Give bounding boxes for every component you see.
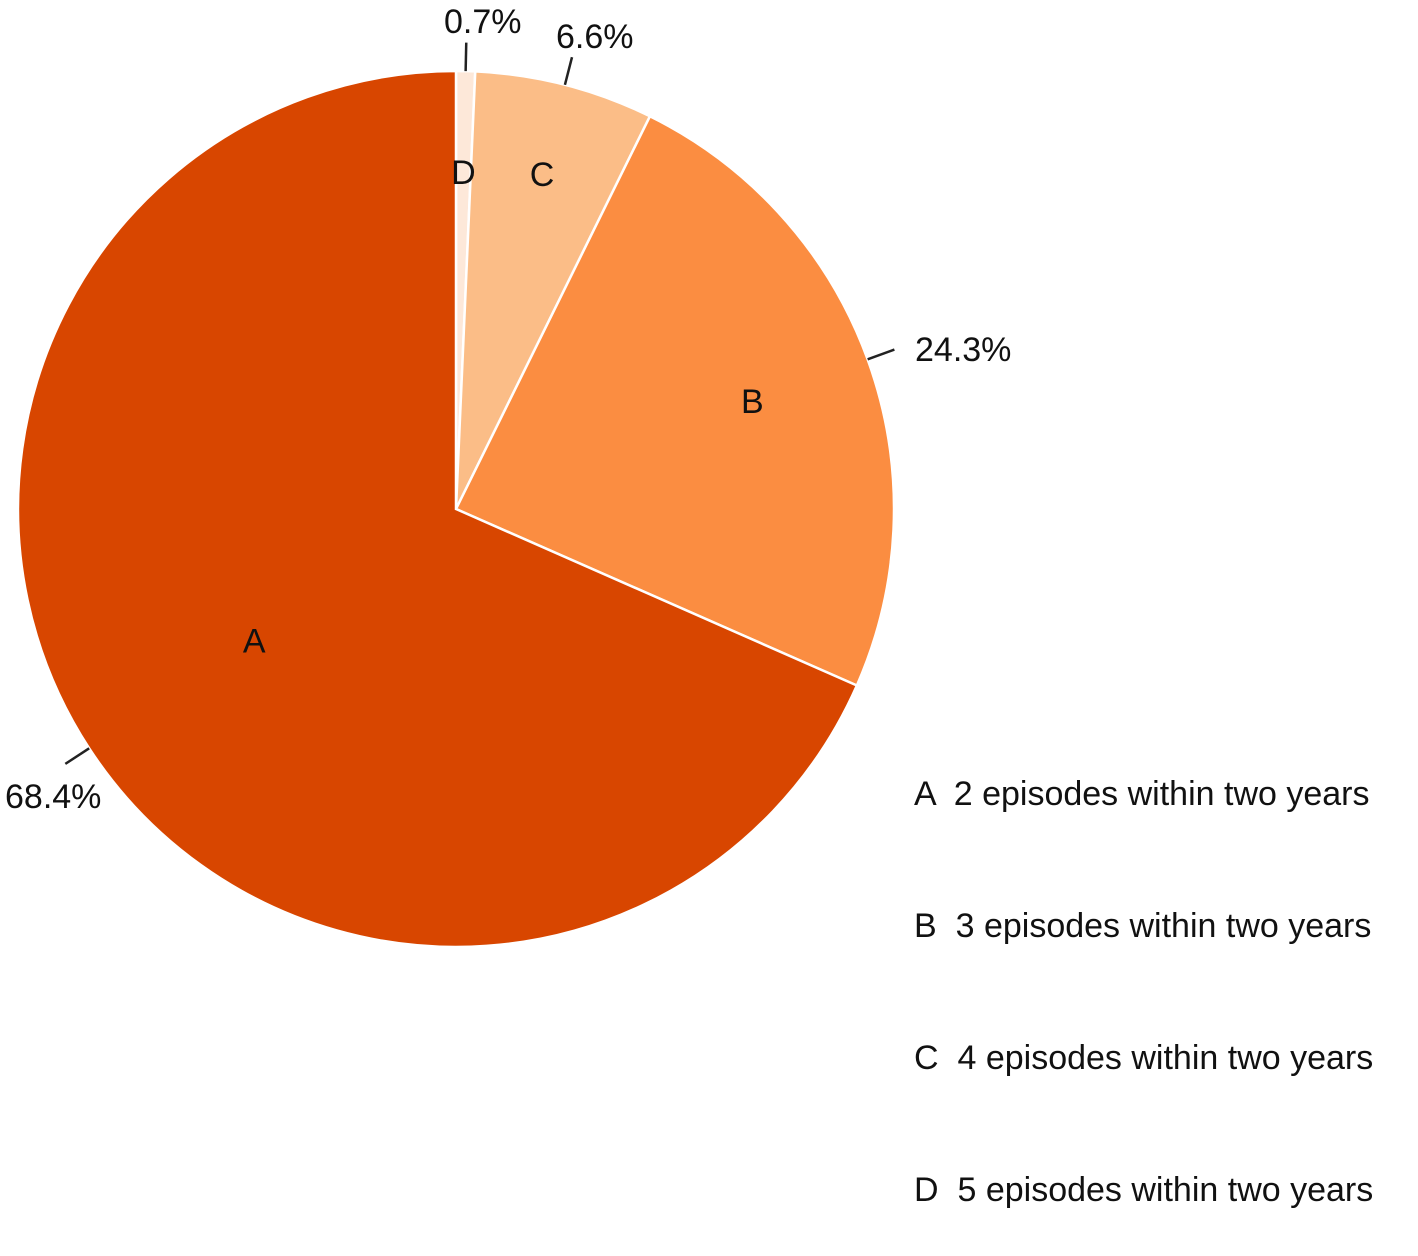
pie-slices: [16, 69, 896, 949]
slice-letter-a: A: [243, 623, 266, 661]
percent-labels: 0.7% 6.6% 24.3% 68.4%: [5, 3, 1011, 816]
legend-key: C: [914, 1039, 939, 1077]
legend-text: 5 episodes within two years: [957, 1171, 1374, 1209]
pie-chart: D C B A 0.7% 6.6% 24.3% 68.4%: [5, 3, 1011, 949]
leader-line-b: [867, 348, 895, 361]
leader-line-d: [464, 42, 468, 72]
leader-line-c: [563, 56, 574, 86]
slice-letters: D C B A: [243, 154, 764, 661]
pie-slice-a: [16, 69, 859, 949]
legend-key: D: [914, 1171, 939, 1209]
slice-letter-c: C: [530, 156, 555, 194]
pie-slice-b: [454, 114, 896, 688]
percent-label-b: 24.3%: [915, 331, 1011, 369]
legend-text: 4 episodes within two years: [957, 1039, 1374, 1077]
percent-label-d: 0.7%: [444, 3, 522, 41]
slice-letter-d: D: [451, 154, 476, 192]
leader-lines: [64, 42, 895, 765]
legend-key: B: [914, 907, 937, 945]
legend-text: 3 episodes within two years: [955, 907, 1372, 945]
leader-line-a: [64, 747, 90, 765]
legend-text: 2 episodes within two years: [953, 775, 1370, 813]
legend-key: A: [914, 775, 935, 813]
legend: A 2 episodes within two years B 3 episod…: [914, 684, 1373, 1256]
legend-item-a: A 2 episodes within two years: [914, 772, 1373, 816]
legend-item-b: B 3 episodes within two years: [914, 904, 1373, 948]
percent-label-c: 6.6%: [556, 18, 634, 56]
legend-item-d: D 5 episodes within two years: [914, 1168, 1373, 1212]
slice-letter-b: B: [741, 383, 764, 421]
percent-label-a: 68.4%: [5, 778, 101, 816]
pie-slice-c: [454, 70, 652, 510]
legend-item-c: C 4 episodes within two years: [914, 1036, 1373, 1080]
